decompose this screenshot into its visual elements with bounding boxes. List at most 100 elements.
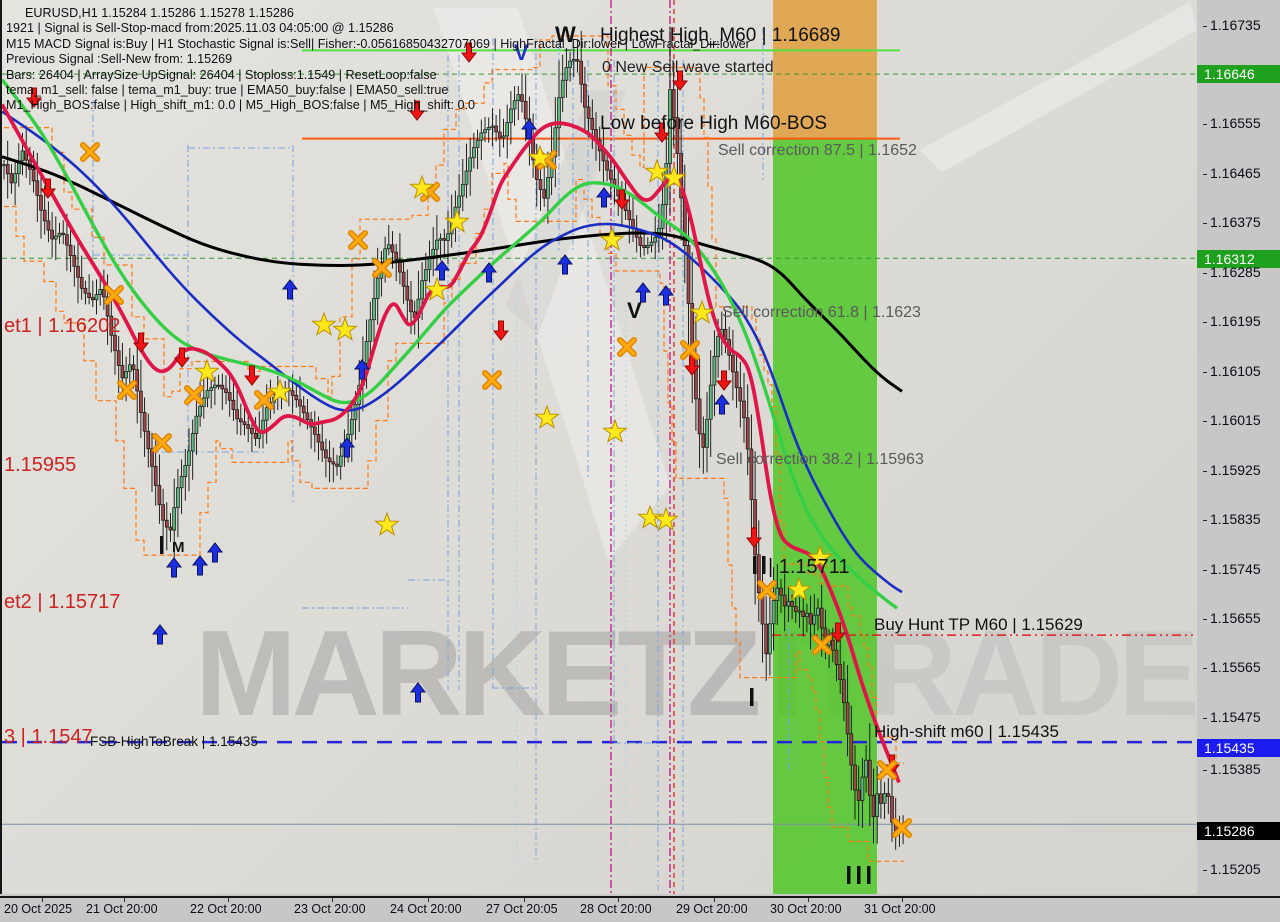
candle-body [61, 232, 66, 235]
candle-body [505, 122, 510, 137]
candle-body [301, 405, 306, 414]
v-mark: V [514, 40, 529, 65]
buy-arrow-icon [206, 542, 224, 563]
candle-body [187, 450, 191, 466]
candle-body [816, 607, 820, 616]
candle-body [220, 384, 225, 390]
price-axis-label: 1.15655 [1203, 610, 1261, 626]
candle-body [712, 356, 717, 386]
candle-body [768, 623, 772, 655]
candle-body [775, 587, 780, 601]
price-axis-label: 1.16735 [1203, 17, 1261, 33]
star-signal-icon [424, 276, 450, 301]
candle-body [668, 89, 672, 164]
price-axis[interactable]: 1.16735 1.16646 1.16555 1.16465 1.16375 1.163… [1197, 0, 1280, 896]
candle-body [349, 419, 354, 435]
star-signal-icon [444, 208, 470, 233]
tick-bar-mark [160, 536, 164, 554]
candle-body [523, 100, 528, 120]
candle-body [194, 415, 199, 434]
tick-bar-mark [867, 866, 871, 884]
time-axis-label: 21 Oct 20:00 [86, 902, 158, 916]
price-badge-level: 1.16646 [1197, 65, 1280, 83]
candle-body [368, 319, 373, 342]
candle-body [557, 97, 561, 129]
x-mark-icon [618, 338, 636, 356]
star-signal-icon [644, 158, 670, 183]
time-axis-tick [902, 898, 903, 902]
candle-body [72, 255, 77, 267]
tick-bar-mark [762, 556, 766, 574]
candle-body [786, 601, 791, 607]
time-axis-label: 27 Oct 20:05 [486, 902, 558, 916]
axis-tick [1203, 470, 1207, 472]
candle-body [542, 189, 547, 199]
candle-body [849, 733, 854, 766]
candle-body [494, 125, 498, 133]
star-signal-icon [332, 316, 358, 341]
candle-body [68, 244, 73, 256]
axis-tick [1203, 420, 1207, 422]
candle-body [168, 526, 173, 531]
candle-body [538, 179, 543, 191]
candle-body [127, 364, 132, 372]
candle-body [512, 100, 517, 110]
star-signal-icon [599, 226, 625, 251]
axis-tick [1203, 769, 1207, 771]
tick-bar-mark [750, 688, 754, 706]
candle-body [87, 292, 91, 298]
sell-arrow-icon [39, 178, 57, 199]
buy-arrow-icon [165, 557, 183, 578]
buy-arrow-icon [191, 555, 209, 576]
candle-body [653, 237, 658, 243]
time-axis[interactable]: 20 Oct 2025 21 Oct 20:00 22 Oct 20:00 23 Oc… [0, 896, 1280, 922]
candle-body [386, 244, 391, 250]
price-axis-label: 1.15205 [1203, 861, 1261, 877]
buy-arrow-icon [595, 187, 613, 208]
candle-body [871, 795, 876, 817]
candle-body [442, 238, 447, 241]
axis-tick [1203, 618, 1207, 620]
axis-tick [1203, 25, 1207, 27]
candle-body [216, 384, 221, 387]
candle-body [401, 271, 406, 287]
candle-body [305, 412, 310, 421]
candle-body [472, 147, 476, 159]
sell-arrow-icon [671, 70, 689, 91]
tick-bar-mark [857, 866, 861, 884]
candle-body [701, 433, 706, 448]
x-mark-icon [255, 391, 273, 409]
buy-arrow-icon [409, 682, 427, 703]
candle-body [46, 220, 51, 231]
price-badge-highshift: 1.15435 [1197, 739, 1280, 757]
time-axis-tick [42, 898, 43, 902]
sell-arrow-icon [613, 189, 631, 210]
candle-body [738, 387, 743, 402]
bg-streak [920, 2, 1197, 172]
candle-body [605, 160, 609, 171]
candle-body [109, 315, 114, 336]
candle-body [135, 369, 140, 392]
axis-tick [1203, 869, 1207, 871]
candle-body [327, 457, 332, 463]
candle-body [516, 94, 521, 102]
candle-body [479, 132, 484, 141]
candle-body [579, 60, 584, 85]
price-axis-label: 1.15925 [1203, 462, 1261, 478]
x-mark-icon [373, 259, 391, 277]
candle-body [705, 418, 709, 448]
price-axis-label: 1.15565 [1203, 659, 1261, 675]
candle-body [146, 430, 151, 450]
candle-body [779, 587, 783, 596]
candle-body [446, 233, 450, 241]
sell-arrow-icon [173, 347, 191, 368]
candle-body [590, 118, 595, 130]
axis-tick [1203, 717, 1207, 719]
candle-body [457, 195, 461, 208]
candle-body [742, 400, 746, 419]
price-chart[interactable]: V W V M [2, 0, 1197, 894]
star-signal-icon [194, 358, 220, 383]
candle-body [65, 234, 69, 246]
candle-body [756, 554, 761, 594]
